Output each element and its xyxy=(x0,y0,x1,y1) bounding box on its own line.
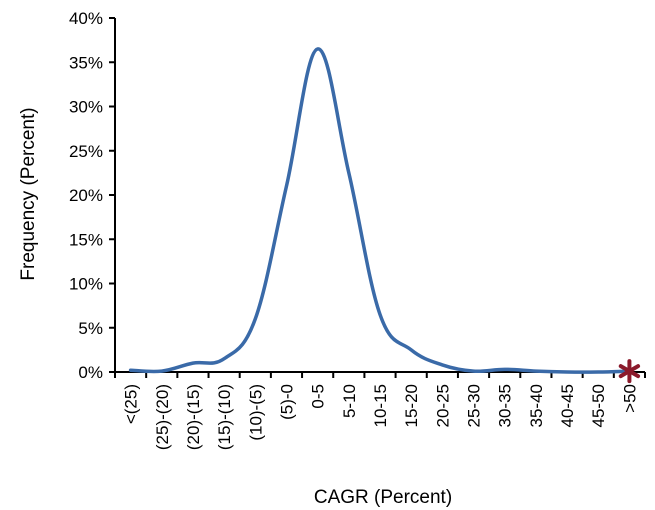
x-tick-label: <(25) xyxy=(122,384,141,424)
x-tick-label: 10-15 xyxy=(371,384,390,427)
x-tick-label: 15-20 xyxy=(402,384,421,427)
x-axis: <(25) (25)-(20) (20)-(15) (15)-(10) (10)-(5)… xyxy=(114,371,646,450)
x-tick-label: 25-30 xyxy=(465,384,484,427)
asterisk-stroke xyxy=(618,364,641,379)
y-tick-label: 5% xyxy=(78,319,103,338)
x-tick-label: 0-5 xyxy=(309,384,328,409)
y-axis: 0% 5% 10% 15% 20% 25% 30% 35% 40% xyxy=(69,9,116,382)
x-tick-label: 45-50 xyxy=(589,384,608,427)
x-tick-label: (25)-(20) xyxy=(153,384,172,450)
y-tick-label: 35% xyxy=(69,53,103,72)
x-tick-label: 5-10 xyxy=(340,384,359,418)
x-tick-label: (15)-(10) xyxy=(215,384,234,450)
x-tick-label: 40-45 xyxy=(558,384,577,427)
y-tick-label: 30% xyxy=(69,98,103,117)
x-tick-label: 35-40 xyxy=(527,384,546,427)
plot-area xyxy=(128,47,641,384)
y-tick-label: 15% xyxy=(69,230,103,249)
y-tick-label: 0% xyxy=(78,363,103,382)
x-tick-label: (5)-0 xyxy=(277,384,296,420)
y-tick-label: 10% xyxy=(69,275,103,294)
x-tick-label: (10)-(5) xyxy=(246,384,265,441)
y-tick-label: 20% xyxy=(69,186,103,205)
asterisk-marker xyxy=(618,359,641,384)
series-line xyxy=(128,47,632,374)
y-axis-title: Frequency (Percent) xyxy=(18,107,39,280)
x-tick-label: 20-25 xyxy=(433,384,452,427)
y-tick-label: 40% xyxy=(69,9,103,28)
x-tick-label: 30-35 xyxy=(496,384,515,427)
x-axis-title: CAGR (Percent) xyxy=(314,487,452,508)
x-tick-label: (20)-(15) xyxy=(184,384,203,450)
y-tick-label: 25% xyxy=(69,142,103,161)
x-tick-label: >50 xyxy=(620,384,639,413)
